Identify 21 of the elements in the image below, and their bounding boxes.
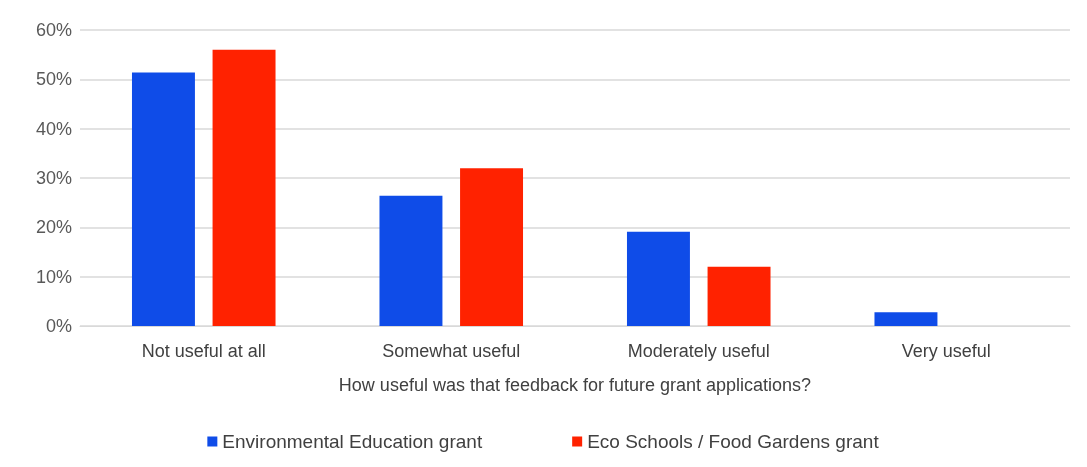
y-tick-label: 40% [35, 118, 72, 139]
y-tick-label: 20% [35, 217, 72, 238]
bar [460, 168, 524, 326]
x-tick-label: Very useful [901, 341, 991, 361]
bar [212, 49, 276, 326]
y-tick-label: 0% [45, 316, 72, 336]
y-tick-label: 10% [35, 266, 72, 287]
bar [626, 231, 690, 326]
y-tick-label: 60% [35, 20, 72, 40]
x-tick-label: Not useful at all [141, 341, 266, 361]
y-tick-label: 30% [35, 168, 72, 188]
bar [707, 266, 771, 326]
x-tick-label: Moderately useful [627, 341, 770, 361]
x-tick-label: Somewhat useful [382, 341, 521, 361]
bar [379, 195, 443, 326]
x-axis-title: How useful was that feedback for future grant applications? [338, 375, 812, 395]
y-tick-label: 50% [35, 69, 72, 90]
bar [874, 312, 938, 326]
legend-label: Eco Schools / Food Gardens grant [587, 431, 880, 452]
bar [131, 72, 195, 326]
legend-label: Environmental Education grant [222, 431, 483, 452]
